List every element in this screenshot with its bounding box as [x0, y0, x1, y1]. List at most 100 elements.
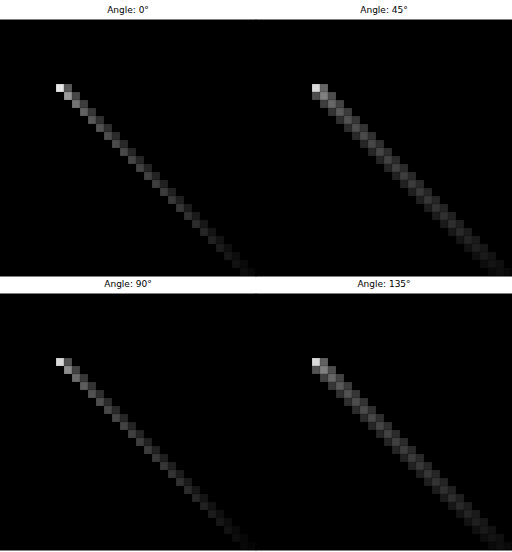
heat-cell: [376, 422, 384, 430]
heat-cell: [480, 244, 488, 252]
heat-cell: [368, 414, 376, 422]
heat-cell: [472, 252, 480, 260]
heat-cell: [416, 470, 424, 478]
heat-cell: [344, 398, 352, 406]
heat-cell: [328, 374, 336, 382]
heat-cell: [120, 148, 128, 156]
heat-cell: [360, 406, 368, 414]
heat-cell: [184, 204, 192, 212]
heat-cell: [448, 220, 456, 228]
heat-cell: [152, 454, 160, 462]
heat-cell: [192, 494, 200, 502]
heat-cell: [472, 518, 480, 526]
heat-cell: [56, 358, 64, 366]
heat-cell: [424, 196, 432, 204]
heat-cell: [392, 156, 400, 164]
heat-cell: [176, 478, 184, 486]
heat-cell: [480, 260, 488, 268]
heat-cell: [448, 228, 456, 236]
heat-cell: [400, 438, 408, 446]
heat-cell: [496, 268, 504, 276]
heat-cell: [216, 510, 224, 518]
heat-cell: [56, 84, 64, 92]
heat-cell: [216, 236, 224, 244]
heat-cell: [432, 204, 440, 212]
cells: [312, 358, 512, 550]
heat-cell: [208, 228, 216, 236]
heat-cell: [72, 100, 80, 108]
heat-cell: [328, 382, 336, 390]
heat-cell: [392, 430, 400, 438]
plot-frame: [0, 294, 256, 550]
panel: [0, 20, 256, 276]
heat-cell: [312, 92, 320, 100]
heat-cell: [112, 132, 120, 140]
heat-cell: [136, 438, 144, 446]
heat-cell: [456, 494, 464, 502]
heat-cell: [336, 116, 344, 124]
heat-cell: [368, 406, 376, 414]
heat-cell: [440, 212, 448, 220]
heat-cell: [328, 92, 336, 100]
heat-cell: [320, 374, 328, 382]
heat-cell: [224, 244, 232, 252]
heat-cell: [472, 236, 480, 244]
heat-cell: [96, 124, 104, 132]
heat-cell: [112, 406, 120, 414]
heat-cell: [136, 430, 144, 438]
heat-cell: [344, 382, 352, 390]
heat-cell: [488, 534, 496, 542]
heat-cell: [400, 454, 408, 462]
heat-cell: [192, 486, 200, 494]
heat-cell: [80, 374, 88, 382]
heat-cell: [224, 526, 232, 534]
heat-cell: [488, 542, 496, 550]
heat-cell: [72, 374, 80, 382]
image-background: [256, 20, 512, 276]
image-background: [256, 294, 512, 550]
heat-cell: [96, 390, 104, 398]
cells: [312, 84, 512, 276]
heat-cell: [88, 390, 96, 398]
heat-cell: [416, 196, 424, 204]
plot-frame: [256, 294, 512, 550]
heat-cell: [344, 116, 352, 124]
heat-cell: [432, 486, 440, 494]
heat-cell: [464, 518, 472, 526]
heat-cell: [208, 236, 216, 244]
heat-cell: [352, 390, 360, 398]
heat-cell: [120, 422, 128, 430]
heat-cell: [424, 462, 432, 470]
heat-cell: [384, 422, 392, 430]
heat-cell: [200, 220, 208, 228]
image-background: [0, 294, 256, 550]
heat-cell: [400, 164, 408, 172]
heat-cell: [472, 510, 480, 518]
heat-cell: [472, 526, 480, 534]
heat-cell: [320, 84, 328, 92]
heat-cell: [160, 454, 168, 462]
heat-cell: [464, 228, 472, 236]
heat-cell: [480, 518, 488, 526]
heat-cell: [96, 398, 104, 406]
heat-cell: [408, 462, 416, 470]
heat-cell: [328, 108, 336, 116]
heat-cell: [424, 188, 432, 196]
heat-cell: [384, 164, 392, 172]
heat-cell: [184, 478, 192, 486]
heat-cell: [312, 358, 320, 366]
heat-cell: [376, 148, 384, 156]
heat-cell: [336, 390, 344, 398]
heat-cell: [424, 204, 432, 212]
heat-cell: [440, 494, 448, 502]
heat-cell: [488, 268, 496, 276]
heat-cell: [200, 502, 208, 510]
heat-cell: [232, 260, 240, 268]
heat-cell: [432, 478, 440, 486]
heat-cell: [416, 188, 424, 196]
heat-cell: [368, 148, 376, 156]
heat-cell: [240, 268, 248, 276]
heat-cell: [368, 422, 376, 430]
heat-cell: [160, 180, 168, 188]
heat-cell: [88, 108, 96, 116]
